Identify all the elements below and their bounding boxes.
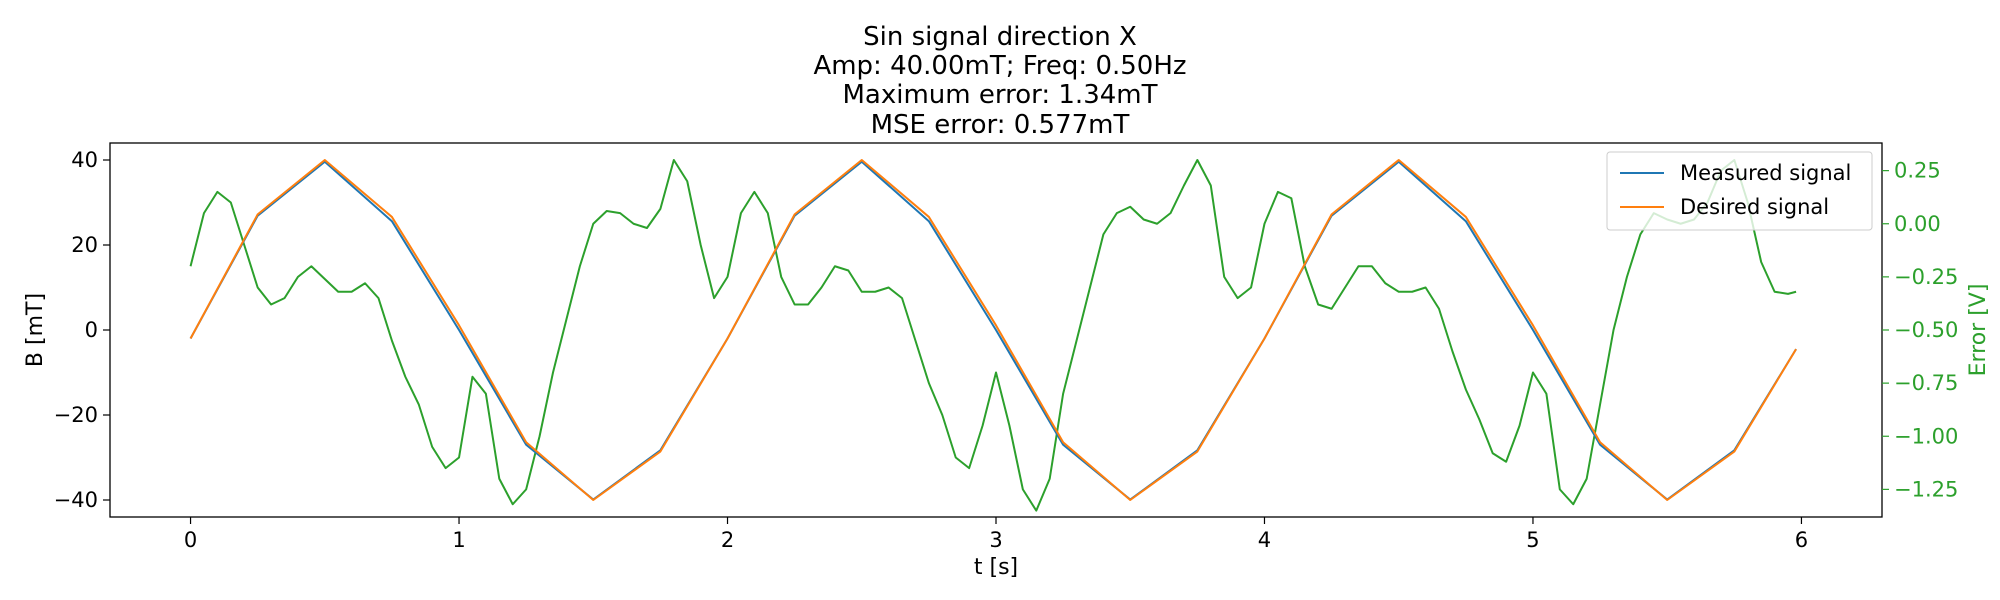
x-tick-label: 5 xyxy=(1526,528,1539,552)
x-axis-ticks: 0 1 2 3 4 5 6 xyxy=(184,517,1808,552)
x-tick-label: 0 xyxy=(184,528,197,552)
series-line-measured-signal xyxy=(189,160,1797,501)
legend-label-desired: Desired signal xyxy=(1680,195,1829,219)
y-axis-label: B [mT] xyxy=(23,293,48,367)
y-tick-label: 20 xyxy=(71,233,98,257)
y2-tick-label: −0.75 xyxy=(1894,371,1958,395)
legend: Measured signal Desired signal xyxy=(1606,151,1873,231)
y-axis-ticks: 40 20 0 −20 −40 xyxy=(54,148,110,512)
y2-tick-label: −0.25 xyxy=(1894,265,1958,289)
x-axis-label: t [s] xyxy=(974,555,1018,580)
y2-tick-label: 0.25 xyxy=(1894,159,1941,183)
y-tick-label: −20 xyxy=(54,403,98,427)
y2-tick-label: −1.25 xyxy=(1894,477,1958,501)
y-tick-label: 40 xyxy=(71,148,98,172)
x-tick-label: 6 xyxy=(1795,528,1808,552)
chart-title: Sin signal direction X Amp: 40.00mT; Fre… xyxy=(813,22,1186,140)
y2-tick-label: 0.00 xyxy=(1894,212,1941,236)
series-line-desired-signal xyxy=(189,159,1797,501)
title-line-1: Sin signal direction X xyxy=(863,22,1137,52)
y2-axis-ticks: 0.25 0.00 −0.25 −0.50 −0.75 −1.00 −1.25 xyxy=(1882,159,1958,501)
series-line-error xyxy=(189,159,1797,512)
y-tick-label: −40 xyxy=(54,488,98,512)
y-tick-label: 0 xyxy=(85,318,98,342)
legend-box xyxy=(1606,151,1873,231)
legend-label-measured: Measured signal xyxy=(1680,161,1851,185)
title-line-2: Amp: 40.00mT; Freq: 0.50Hz xyxy=(813,51,1186,81)
x-tick-label: 2 xyxy=(721,528,734,552)
x-tick-label: 4 xyxy=(1258,528,1271,552)
x-tick-label: 1 xyxy=(452,528,465,552)
title-line-3: Maximum error: 1.34mT xyxy=(843,80,1158,110)
y2-axis-label: Error [V] xyxy=(1966,284,1991,377)
y2-tick-label: −1.00 xyxy=(1894,424,1958,448)
y2-tick-label: −0.50 xyxy=(1894,318,1958,342)
title-line-4: MSE error: 0.577mT xyxy=(871,110,1130,140)
x-tick-label: 3 xyxy=(989,528,1002,552)
plot-series xyxy=(189,159,1797,512)
